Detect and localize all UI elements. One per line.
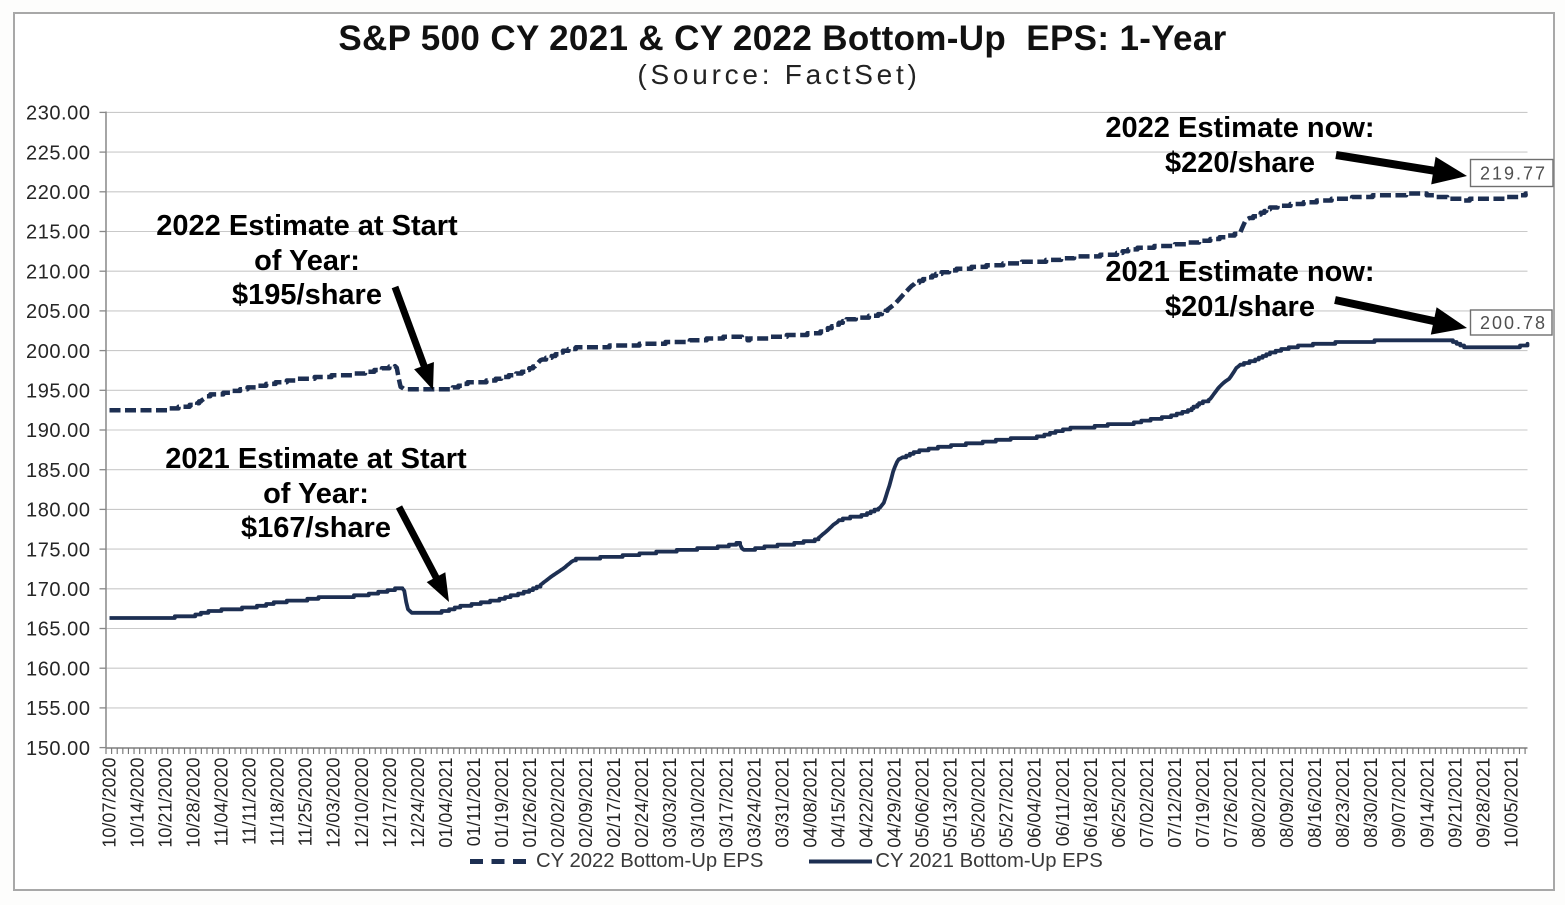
- svg-text:155.00: 155.00: [26, 698, 90, 720]
- svg-text:CY 2022 Bottom-Up EPS: CY 2022 Bottom-Up EPS: [536, 850, 763, 872]
- svg-text:219.77: 219.77: [1480, 164, 1547, 184]
- svg-text:09/28/2021: 09/28/2021: [1473, 758, 1493, 848]
- svg-text:215.00: 215.00: [26, 222, 90, 244]
- svg-text:150.00: 150.00: [26, 738, 90, 760]
- svg-text:04/08/2021: 04/08/2021: [800, 758, 820, 848]
- svg-text:02/09/2021: 02/09/2021: [576, 758, 596, 848]
- svg-text:11/25/2020: 11/25/2020: [296, 758, 316, 847]
- svg-text:180.00: 180.00: [26, 500, 90, 522]
- svg-text:200.00: 200.00: [26, 341, 90, 363]
- svg-text:03/03/2021: 03/03/2021: [660, 758, 680, 848]
- svg-text:03/31/2021: 03/31/2021: [772, 758, 792, 848]
- svg-text:08/16/2021: 08/16/2021: [1305, 758, 1325, 848]
- svg-text:08/30/2021: 08/30/2021: [1361, 758, 1381, 848]
- svg-text:02/24/2021: 02/24/2021: [632, 758, 652, 848]
- svg-text:CY 2021 Bottom-Up EPS: CY 2021 Bottom-Up EPS: [875, 850, 1102, 872]
- svg-text:200.78: 200.78: [1480, 313, 1547, 333]
- svg-text:11/18/2020: 11/18/2020: [268, 758, 288, 847]
- svg-text:12/17/2020: 12/17/2020: [380, 758, 400, 848]
- svg-text:190.00: 190.00: [26, 420, 90, 442]
- svg-text:12/24/2020: 12/24/2020: [408, 758, 428, 848]
- svg-text:03/10/2021: 03/10/2021: [688, 758, 708, 848]
- svg-text:06/11/2021: 06/11/2021: [1053, 758, 1073, 847]
- svg-text:10/28/2020: 10/28/2020: [184, 758, 204, 848]
- svg-text:01/26/2021: 01/26/2021: [520, 758, 540, 848]
- svg-text:07/19/2021: 07/19/2021: [1193, 758, 1213, 848]
- svg-text:08/23/2021: 08/23/2021: [1333, 758, 1353, 848]
- svg-text:04/15/2021: 04/15/2021: [828, 758, 848, 848]
- svg-text:230.00: 230.00: [26, 103, 90, 125]
- svg-text:10/21/2020: 10/21/2020: [156, 758, 176, 848]
- svg-text:09/21/2021: 09/21/2021: [1445, 758, 1465, 848]
- svg-text:06/18/2021: 06/18/2021: [1081, 758, 1101, 848]
- svg-text:11/04/2020: 11/04/2020: [212, 758, 232, 847]
- svg-text:05/20/2021: 05/20/2021: [969, 758, 989, 848]
- svg-text:11/11/2020: 11/11/2020: [240, 758, 260, 845]
- svg-text:205.00: 205.00: [26, 301, 90, 323]
- svg-text:08/02/2021: 08/02/2021: [1249, 758, 1269, 848]
- svg-text:05/13/2021: 05/13/2021: [941, 758, 961, 848]
- svg-text:02/02/2021: 02/02/2021: [548, 758, 568, 848]
- svg-text:09/14/2021: 09/14/2021: [1417, 758, 1437, 848]
- svg-text:05/27/2021: 05/27/2021: [997, 758, 1017, 848]
- svg-text:185.00: 185.00: [26, 460, 90, 482]
- svg-text:10/14/2020: 10/14/2020: [127, 758, 147, 848]
- svg-text:10/05/2021: 10/05/2021: [1501, 758, 1521, 848]
- svg-text:02/17/2021: 02/17/2021: [604, 758, 624, 848]
- svg-text:07/26/2021: 07/26/2021: [1221, 758, 1241, 848]
- svg-text:01/19/2021: 01/19/2021: [492, 758, 512, 848]
- svg-text:12/03/2020: 12/03/2020: [324, 758, 344, 848]
- svg-text:07/12/2021: 07/12/2021: [1165, 758, 1185, 848]
- svg-text:195.00: 195.00: [26, 381, 90, 403]
- svg-text:03/17/2021: 03/17/2021: [716, 758, 736, 848]
- svg-text:05/06/2021: 05/06/2021: [913, 758, 933, 848]
- svg-text:210.00: 210.00: [26, 261, 90, 283]
- svg-text:03/24/2021: 03/24/2021: [744, 758, 764, 848]
- svg-text:175.00: 175.00: [26, 539, 90, 561]
- svg-text:220.00: 220.00: [26, 182, 90, 204]
- svg-text:170.00: 170.00: [26, 579, 90, 601]
- svg-text:10/07/2020: 10/07/2020: [99, 758, 119, 848]
- svg-text:165.00: 165.00: [26, 619, 90, 641]
- svg-text:06/04/2021: 06/04/2021: [1025, 758, 1045, 848]
- svg-text:01/11/2021: 01/11/2021: [464, 758, 484, 847]
- svg-text:160.00: 160.00: [26, 658, 90, 680]
- svg-text:04/29/2021: 04/29/2021: [885, 758, 905, 848]
- svg-text:01/04/2021: 01/04/2021: [436, 758, 456, 848]
- svg-text:09/07/2021: 09/07/2021: [1389, 758, 1409, 848]
- svg-text:06/25/2021: 06/25/2021: [1109, 758, 1129, 848]
- svg-text:07/02/2021: 07/02/2021: [1137, 758, 1157, 848]
- svg-text:12/10/2020: 12/10/2020: [352, 758, 372, 848]
- svg-text:225.00: 225.00: [26, 142, 90, 164]
- svg-text:08/09/2021: 08/09/2021: [1277, 758, 1297, 848]
- svg-text:04/22/2021: 04/22/2021: [857, 758, 877, 848]
